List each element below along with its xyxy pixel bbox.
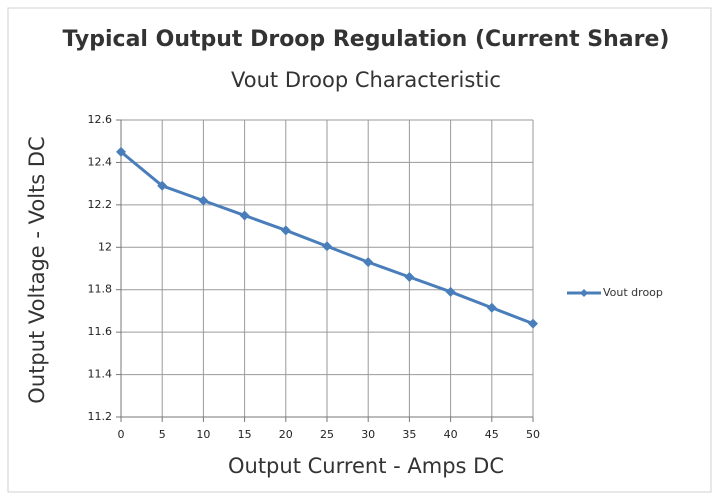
- chart-title: Typical Output Droop Regulation (Current…: [63, 27, 670, 52]
- point-marker: [239, 210, 250, 221]
- x-tick-label: 20: [279, 428, 293, 441]
- x-tick-label: 35: [402, 428, 416, 441]
- y-tick-label: 11.4: [88, 368, 113, 381]
- point-marker: [116, 146, 126, 157]
- x-tick-label: 15: [238, 428, 252, 441]
- x-tick-label: 45: [485, 428, 499, 441]
- chart-frame: [7, 7, 712, 493]
- y-tick-label: 11.2: [88, 410, 113, 423]
- y-tick-label: 11.6: [88, 325, 113, 338]
- y-tick-label: 12: [98, 240, 112, 253]
- chart-subtitle: Vout Droop Characteristic: [231, 68, 501, 92]
- legend-marker: [580, 289, 588, 297]
- point-marker: [280, 225, 291, 236]
- point-marker: [445, 286, 456, 297]
- x-axis-label: Output Current - Amps DC: [228, 454, 504, 478]
- x-tick-label: 40: [444, 428, 458, 441]
- point-marker: [322, 241, 332, 252]
- point-marker: [157, 180, 168, 191]
- y-tick-label: 12.4: [88, 155, 113, 168]
- point-marker: [198, 195, 209, 206]
- y-axis-label: Output Voltage - Volts DC: [25, 136, 49, 403]
- x-tick-label: 0: [118, 428, 125, 441]
- y-tick-label: 11.8: [88, 283, 113, 296]
- point-marker: [363, 257, 374, 268]
- point-marker: [404, 271, 415, 282]
- x-tick-label: 10: [196, 428, 210, 441]
- y-tick-label: 12.2: [88, 198, 113, 211]
- legend-label: Vout droop: [603, 286, 663, 299]
- y-tick-label: 12.6: [88, 113, 113, 126]
- x-tick-label: 25: [320, 428, 334, 441]
- x-tick-label: 30: [361, 428, 375, 441]
- x-tick-label: 5: [159, 428, 166, 441]
- point-marker: [486, 302, 497, 313]
- point-marker: [528, 318, 538, 329]
- x-tick-label: 50: [526, 428, 540, 441]
